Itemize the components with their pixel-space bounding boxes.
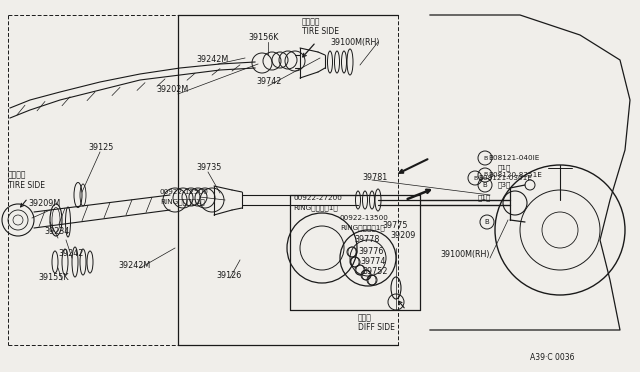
Text: 39774: 39774: [360, 257, 385, 266]
Text: RINGリング（1）: RINGリング（1）: [160, 199, 205, 205]
Text: TIRE SIDE: TIRE SIDE: [302, 28, 339, 36]
Text: B: B: [473, 176, 477, 180]
Text: TIRE SIDE: TIRE SIDE: [8, 180, 45, 189]
Text: A39·C 0036: A39·C 0036: [530, 353, 575, 362]
Text: RINGリング（1）: RINGリング（1）: [340, 225, 385, 231]
Text: 39125: 39125: [88, 144, 113, 153]
Text: B08121-040IE: B08121-040IE: [488, 155, 540, 161]
Text: B: B: [483, 155, 487, 160]
Text: 39242: 39242: [58, 250, 83, 259]
Text: 39100M(RH): 39100M(RH): [440, 250, 490, 260]
Text: B08120-8351E: B08120-8351E: [488, 172, 542, 178]
Text: タイヤ側: タイヤ側: [8, 170, 26, 180]
Text: （3）: （3）: [498, 182, 511, 188]
Text: 39156K: 39156K: [248, 33, 278, 42]
Text: （1）: （1）: [478, 195, 492, 201]
Text: （1）: （1）: [498, 165, 511, 171]
Text: デフ側: デフ側: [358, 314, 372, 323]
Text: B: B: [484, 219, 490, 225]
Text: B: B: [483, 182, 488, 188]
Text: 00922-12500: 00922-12500: [160, 189, 209, 195]
Text: タイヤ側: タイヤ側: [302, 17, 321, 26]
Text: 39209M: 39209M: [28, 199, 60, 208]
Text: 39126: 39126: [216, 270, 241, 279]
Text: 39155K: 39155K: [38, 273, 68, 282]
Text: 39242M: 39242M: [118, 260, 150, 269]
Text: DIFF SIDE: DIFF SIDE: [358, 324, 395, 333]
Text: 39100M(RH): 39100M(RH): [330, 38, 380, 46]
Text: 00922-13500: 00922-13500: [340, 215, 389, 221]
Text: 39735: 39735: [196, 164, 221, 173]
Text: 39775: 39775: [382, 221, 408, 230]
Text: B08121-0301E: B08121-0301E: [478, 175, 532, 181]
Text: B: B: [483, 173, 487, 177]
Text: 39752: 39752: [362, 267, 387, 276]
Text: 39242M: 39242M: [196, 55, 228, 64]
Text: RINGリング（1）: RINGリング（1）: [293, 205, 338, 211]
Text: 39742: 39742: [256, 77, 282, 87]
Text: 39209: 39209: [390, 231, 415, 240]
Text: 39234: 39234: [44, 228, 69, 237]
Text: 39776: 39776: [358, 247, 383, 257]
Text: 00922-27200: 00922-27200: [293, 195, 342, 201]
Text: 39778: 39778: [354, 235, 380, 244]
Text: 39781: 39781: [362, 173, 387, 183]
Text: 39202M: 39202M: [156, 86, 188, 94]
